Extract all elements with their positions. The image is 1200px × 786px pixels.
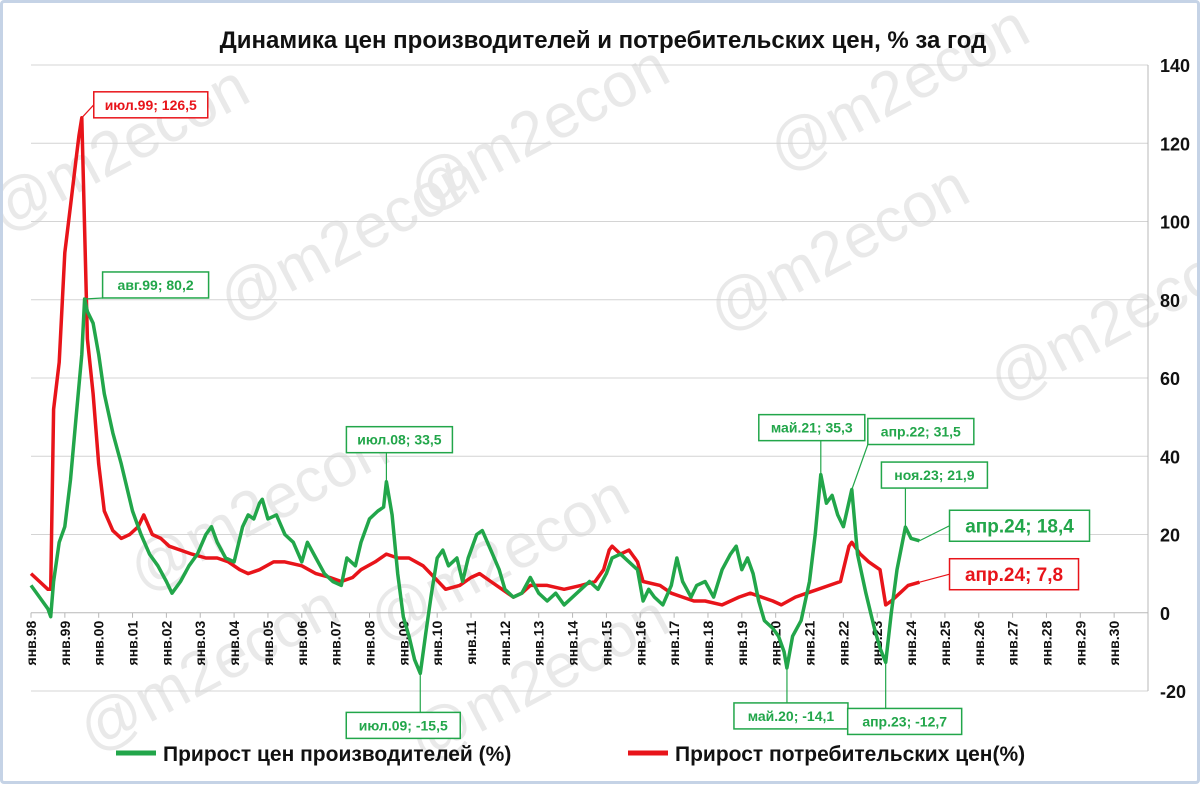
consumer-price-line [29,116,920,607]
callout-box [345,711,462,740]
data-callouts: авг.99; 80,2 июл.08; 33,5 июл.09; -15,5 май… [81,91,1091,740]
x-tick-label: янв.20 [768,621,784,666]
callout: июл.99; 126,5 [81,91,209,119]
y-tick-label: 100 [1160,213,1190,233]
callout-label: апр.22; 31,5 [881,424,961,440]
x-tick-label: янв.00 [91,621,107,666]
callout-label: июл.09; -15,5 [359,717,448,733]
callout-box [948,509,1091,543]
callout: май.20; -14,1 [733,667,849,730]
callout-box [93,91,209,119]
callout-box [880,461,989,489]
callout-leader [919,573,950,583]
x-tick-label: янв.14 [565,621,581,666]
callout-label: июл.08; 33,5 [357,432,442,448]
x-tick-label: янв.19 [734,621,750,666]
x-tick-label: янв.28 [1038,621,1054,666]
callout-box [867,417,975,446]
callout-label: авг.99; 80,2 [118,277,194,293]
x-tick-label: янв.12 [497,621,513,666]
callout-box [345,425,454,454]
x-tick-label: янв.11 [463,621,479,665]
gridlines [31,64,1148,692]
x-tick-label: янв.01 [125,621,141,666]
chart-title: Динамика цен производителей и потребител… [220,27,987,54]
callout: авг.99; 80,2 [84,271,210,300]
y-tick-label: 140 [1160,56,1190,76]
x-tick-label: янв.21 [802,621,818,666]
callout: апр.23; -12,7 [846,662,963,736]
callout-box [758,413,866,442]
callout-box [948,557,1080,591]
x-tick-label: янв.17 [666,621,682,666]
callout-label: ноя.23; 21,9 [894,467,974,483]
watermark-text: @m2econ [67,571,350,765]
watermark-text: @m2econ [697,151,980,345]
x-tick-label: янв.07 [328,621,344,666]
callout: апр.24; 18,4 [919,509,1091,543]
y-tick-label: 80 [1160,291,1180,311]
series-lines [29,116,920,676]
x-tick-label: янв.10 [429,621,445,666]
y-tick-label: -20 [1160,682,1186,702]
x-tick-label: янв.06 [294,621,310,666]
x-tick-label: янв.99 [57,621,73,666]
callout-leader [81,104,95,119]
y-tick-label: 60 [1160,369,1180,389]
callout-label: июл.99; 126,5 [105,97,197,113]
callout: май.21; 35,3 [758,413,866,475]
x-tick-label: янв.98 [23,621,39,666]
x-tick-label: янв.30 [1106,621,1122,666]
x-tick-label: янв.13 [531,621,547,666]
y-tick-label: 40 [1160,447,1180,467]
producer-price-line [29,297,920,676]
callout: апр.24; 7,8 [919,557,1080,591]
x-tick-label: янв.08 [361,621,377,666]
x-tick-label: янв.04 [226,621,242,666]
callout-leader [851,444,869,490]
x-tick-label: янв.15 [598,621,614,666]
callout-label: апр.23; -12,7 [862,713,947,729]
legend: Прирост цен производителей (%) Прирост п… [116,743,1025,766]
x-tick-label: янв.22 [835,621,851,666]
callout-box [101,271,210,299]
x-tick-label: янв.03 [192,621,208,666]
x-tick-label: янв.02 [158,621,174,666]
watermark-text: @m2econ [3,51,260,245]
watermark-text: @m2econ [397,31,680,225]
x-tick-label: янв.18 [700,621,716,666]
callout-label: май.20; -14,1 [748,708,835,724]
callout-box [733,702,849,730]
callout-label: апр.24; 7,8 [965,565,1063,586]
y-tick-label: 0 [1160,604,1170,624]
callout-label: май.21; 35,3 [771,420,853,436]
callout-leader [919,525,950,542]
x-tick-label: янв.27 [1005,621,1021,666]
callout: июл.09; -15,5 [345,673,462,740]
legend-label-producer: Прирост цен производителей (%) [163,743,511,766]
callout-label: апр.24; 18,4 [965,517,1074,538]
callout-box [846,707,963,736]
x-tick-label: янв.16 [632,621,648,666]
x-tick-label: янв.29 [1072,621,1088,666]
y-tick-label: 20 [1160,526,1180,546]
y-axis: -20 0 20 40 60 80 100 120 140 [1147,56,1190,702]
y-tick-label: 120 [1160,134,1190,154]
x-tick-label: янв.24 [903,621,919,666]
x-tick-label: янв.25 [937,621,953,666]
legend-label-consumer: Прирост потребительских цен(%) [675,743,1025,766]
callout: ноя.23; 21,9 [880,461,989,528]
callout: июл.08; 33,5 [345,425,454,482]
x-tick-label: янв.26 [971,621,987,666]
callout-leader [84,297,103,300]
callout: апр.22; 31,5 [851,417,975,490]
x-tick-label: янв.05 [260,621,276,666]
